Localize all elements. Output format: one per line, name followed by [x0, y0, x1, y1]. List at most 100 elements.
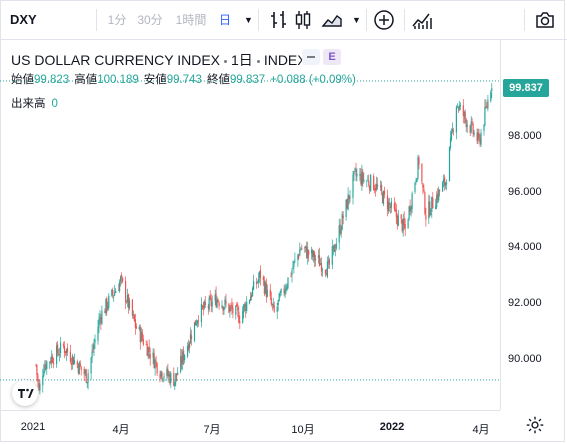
legend-toggle-button[interactable]: [302, 49, 320, 65]
candle: [78, 360, 80, 375]
candle-body: [354, 168, 356, 170]
candle-body: [65, 349, 68, 354]
candle-body: [271, 304, 273, 305]
candle: [376, 176, 378, 192]
area-chart-type-icon[interactable]: [320, 8, 344, 32]
bar-chart-type-icon[interactable]: [267, 8, 291, 32]
time-axis[interactable]: [0, 410, 500, 442]
candle: [407, 217, 409, 229]
candle-body: [93, 344, 95, 350]
chevron-down-icon[interactable]: ▼: [244, 15, 253, 25]
candle-body: [194, 320, 197, 326]
candle-body: [87, 373, 89, 383]
candle-body: [403, 218, 405, 226]
close-label: 終値: [206, 74, 230, 86]
candle: [270, 291, 272, 307]
candle: [354, 167, 356, 172]
candle-body: [99, 316, 101, 319]
compare-add-icon[interactable]: [372, 8, 396, 32]
candle-body: [100, 317, 102, 323]
candle: [52, 353, 54, 364]
y-tick-label: 90.000: [508, 353, 542, 365]
symbol-search-button[interactable]: DXY: [10, 12, 37, 27]
candle-body: [314, 252, 316, 261]
candle: [347, 187, 349, 211]
candle-body: [313, 251, 315, 257]
candle: [224, 296, 226, 310]
candle-body: [59, 354, 61, 355]
candle: [416, 178, 418, 183]
candle: [208, 295, 210, 312]
candle: [218, 300, 220, 310]
interval-day-button[interactable]: 日: [218, 13, 231, 27]
candle-body: [452, 130, 454, 132]
candle-body: [376, 183, 378, 190]
close-value: 99.837: [229, 74, 266, 86]
candle-body: [238, 311, 240, 323]
series-interval: 1日: [231, 52, 253, 68]
candlestick-plot[interactable]: [0, 40, 500, 410]
candle: [134, 313, 136, 335]
candle-body: [120, 276, 122, 282]
candle-body: [187, 346, 189, 357]
indicators-icon[interactable]: [410, 8, 434, 32]
candle: [435, 198, 437, 210]
candle: [263, 276, 265, 297]
candle-body: [167, 369, 169, 377]
interval-30min-button[interactable]: 30分: [137, 13, 163, 27]
earnings-badge[interactable]: E: [323, 49, 341, 65]
candle: [470, 116, 472, 134]
price-axis[interactable]: [500, 40, 567, 410]
candle-body: [456, 106, 458, 108]
candle: [86, 381, 88, 388]
candle: [363, 172, 365, 184]
candle: [79, 360, 81, 367]
candle-body: [428, 201, 430, 219]
tradingview-logo[interactable]: [12, 380, 38, 406]
candle-body: [331, 246, 333, 265]
candle: [422, 182, 424, 195]
candle: [238, 305, 240, 324]
candle: [228, 303, 230, 314]
candle-body: [439, 189, 441, 192]
candle: [355, 162, 357, 181]
candle: [397, 209, 399, 227]
candle-body: [355, 169, 357, 176]
candle: [122, 276, 124, 284]
chevron-down-icon[interactable]: ▼: [352, 15, 361, 25]
candle-body: [381, 184, 383, 192]
candle: [38, 379, 40, 392]
candle-body: [401, 219, 403, 232]
candle: [293, 260, 295, 274]
candle-body: [459, 104, 461, 107]
candle-body: [189, 333, 192, 344]
candle: [318, 247, 321, 267]
candle-body: [476, 132, 478, 142]
candle: [239, 315, 241, 330]
candle-body: [62, 344, 65, 346]
low-label: 安値: [143, 74, 167, 86]
candle-body: [472, 123, 474, 134]
candle-body: [83, 368, 85, 374]
candle-body: [353, 170, 355, 175]
candles-chart-type-icon[interactable]: [291, 8, 315, 32]
candle: [230, 302, 232, 312]
x-tick-label: 4月: [472, 424, 490, 436]
candle-body: [425, 214, 427, 220]
candle: [312, 248, 314, 261]
candle-body: [352, 174, 354, 198]
candle-body: [480, 132, 482, 145]
candle-body: [383, 190, 386, 195]
candle: [418, 155, 420, 170]
candle-body: [437, 193, 439, 200]
candle-body: [118, 290, 120, 291]
candle: [483, 124, 485, 136]
candle: [311, 246, 313, 260]
camera-snapshot-icon[interactable]: [533, 8, 557, 32]
interval-1hour-button[interactable]: 1時間: [175, 13, 207, 27]
gear-icon[interactable]: [524, 414, 546, 436]
candle-body: [101, 310, 103, 324]
interval-1min-button[interactable]: 1分: [107, 13, 127, 27]
candle-body: [43, 371, 45, 376]
